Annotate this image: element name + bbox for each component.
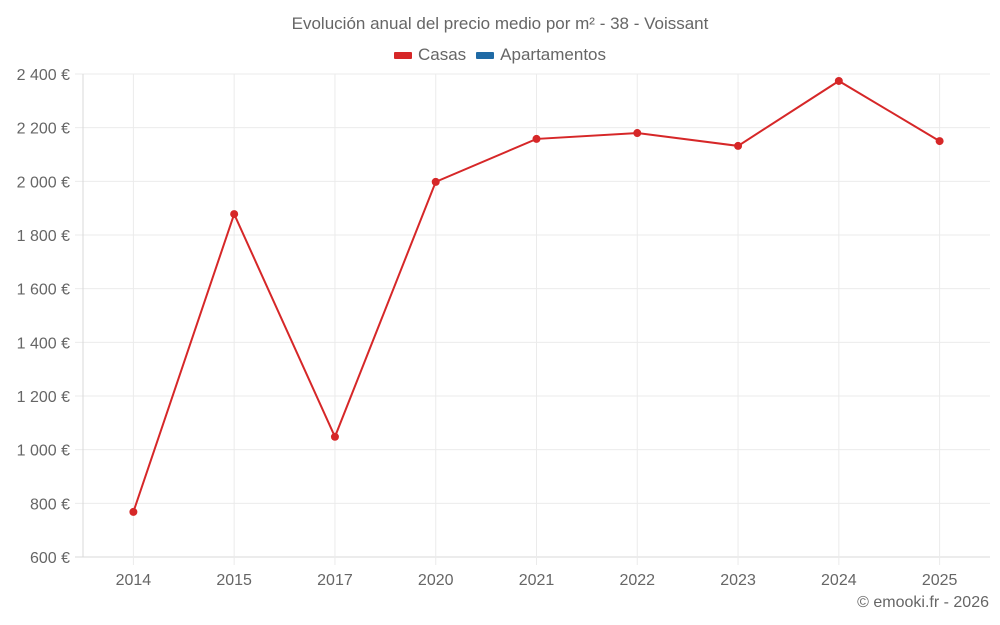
x-axis: 2014 2015 2017 2020 2021 2022 2023 2024 2025 [116, 572, 958, 589]
copyright-credit: © emooki.fr - 2026 [857, 594, 989, 611]
x-tick-label: 2014 [116, 572, 152, 589]
data-point-marker[interactable] [330, 432, 339, 441]
y-tick-label: 1 600 € [17, 282, 70, 299]
data-point-marker[interactable] [734, 141, 743, 150]
legend-swatch-casas-icon [393, 51, 412, 59]
y-tick-label: 2 200 € [17, 121, 70, 138]
legend-item-casas[interactable]: Casas [393, 45, 467, 65]
x-tick-label: 2020 [418, 572, 454, 589]
data-point-marker[interactable] [129, 507, 138, 516]
x-tick-label: 2017 [317, 572, 353, 589]
grid-lines [75, 73, 990, 565]
x-tick-label: 2015 [216, 572, 252, 589]
x-tick-label: 2024 [821, 572, 857, 589]
chart-title: Evolución anual del precio medio por m² … [291, 14, 709, 33]
data-point-marker[interactable] [834, 76, 843, 85]
x-tick-label: 2021 [519, 572, 555, 589]
data-point-marker[interactable] [935, 137, 944, 146]
data-point-marker[interactable] [633, 129, 642, 138]
legend-swatch-apartamentos-icon [476, 51, 495, 59]
x-tick-label: 2022 [619, 572, 655, 589]
y-tick-label: 1 200 € [17, 389, 70, 406]
y-tick-label: 1 800 € [17, 228, 70, 245]
y-tick-label: 2 400 € [17, 67, 70, 84]
data-point-marker[interactable] [431, 177, 440, 186]
legend: Casas Apartamentos [0, 45, 1000, 65]
y-tick-label: 1 400 € [17, 335, 70, 352]
y-tick-label: 800 € [30, 496, 70, 513]
y-tick-label: 2 000 € [17, 174, 70, 191]
y-tick-label: 1 000 € [17, 443, 70, 460]
data-point-marker[interactable] [532, 134, 541, 143]
legend-item-apartamentos[interactable]: Apartamentos [476, 45, 606, 65]
series-casas [129, 76, 944, 516]
y-axis: 600 € 800 € 1 000 € 1 200 € 1 400 € 1 600 € 1 … [17, 67, 84, 567]
x-tick-label: 2025 [922, 572, 958, 589]
y-tick-label: 600 € [30, 550, 70, 567]
x-tick-label: 2023 [720, 572, 756, 589]
data-point-marker[interactable] [230, 210, 239, 219]
legend-label-casas: Casas [417, 45, 467, 64]
legend-label-apartamentos: Apartamentos [500, 45, 607, 64]
